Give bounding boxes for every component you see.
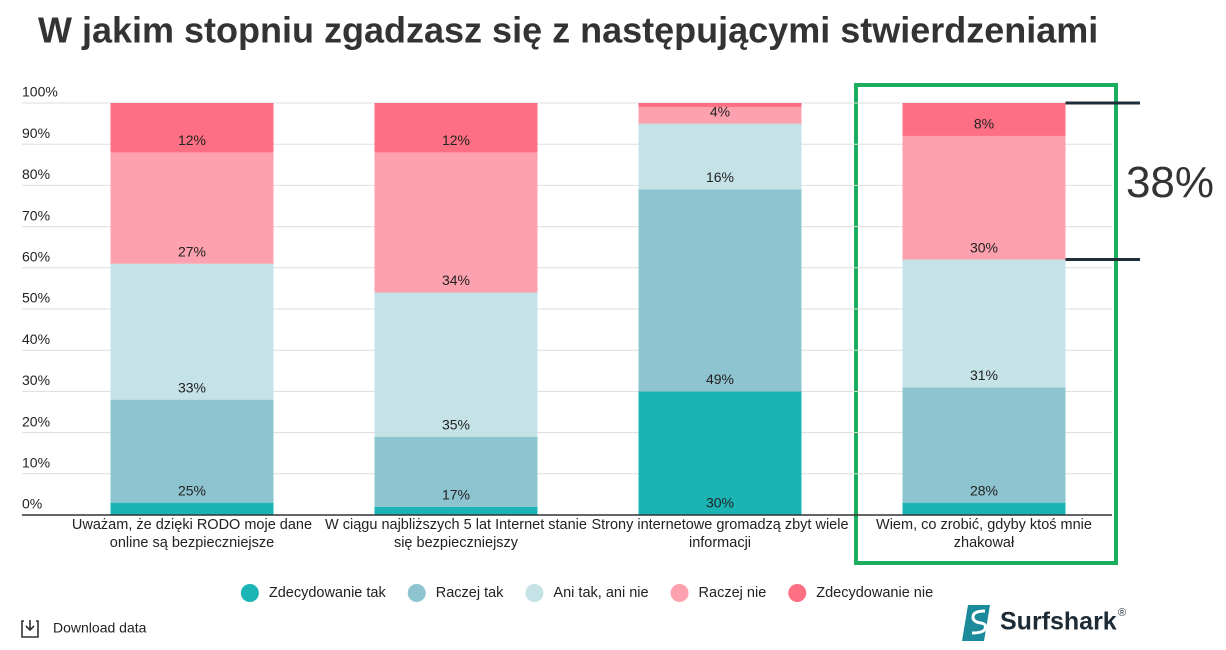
value-label: 30% [706,495,734,511]
y-tick-label: 0% [22,496,42,512]
value-label: 17% [442,486,470,502]
annotation: 38% [1126,158,1214,207]
legend-marker [240,584,259,602]
value-label: 8% [974,116,994,132]
value-label: 12% [178,132,206,148]
bar-segment [638,103,802,108]
y-tick-label: 30% [22,372,50,388]
x-tick-label: Uważam, że dzięki RODO moje dane online … [71,517,313,551]
legend-marker [788,584,807,602]
y-tick-label: 40% [22,331,50,347]
chart-title: W jakim stopniu zgadzasz się z następują… [38,10,1098,51]
legend-marker [525,584,544,602]
x-tick-label: Strony internetowe gromadzą zbyt wiele i… [591,517,849,551]
brand-logo [962,605,990,641]
value-label: 4% [710,103,730,119]
bar-segment [638,107,802,124]
value-label: 30% [970,239,998,255]
bar-segment [902,103,1066,136]
legend-label: Zdecydowanie nie [816,585,933,601]
bar-segment [638,391,802,515]
legend-marker [407,584,426,602]
bar-segment [374,436,538,507]
legend-label: Raczej nie [699,585,767,601]
bar-segment [638,123,802,190]
value-label: 34% [442,272,470,288]
legend-marker [670,584,689,602]
value-label: 49% [706,371,734,387]
x-tick-label: Wiem, co zrobić, gdyby ktoś mnie zhakowa… [876,517,1092,551]
value-label: 35% [442,416,470,432]
bar-segment [902,259,1066,388]
download-link[interactable]: Download data [53,620,147,636]
y-tick-label: 80% [22,166,50,182]
bar-segment [902,502,1066,515]
bar-segment [110,152,274,264]
bar-segment [902,135,1066,260]
bar-segment [110,399,274,503]
download-icon[interactable] [21,620,39,638]
y-tick-label: 50% [22,290,50,306]
bar-segment [374,103,538,153]
x-tick-label: W ciągu najbliższych 5 lat Internet stan… [325,517,587,551]
value-label: 31% [970,367,998,383]
bar-segment [374,152,538,293]
y-tick-label: 20% [22,413,50,429]
bar-segment [110,263,274,400]
value-label: 25% [178,482,206,498]
y-tick-label: 60% [22,249,50,265]
bar-segment [110,103,274,153]
brand-mark: ® [1118,607,1126,619]
bar-segment [638,189,802,392]
brand-name: Surfshark [1000,608,1117,636]
highlight-box [854,83,1118,565]
value-label: 28% [970,482,998,498]
bar-segment [110,502,274,515]
legend-label: Zdecydowanie tak [269,585,387,601]
y-tick-label: 90% [22,125,50,141]
value-label: 12% [442,132,470,148]
value-label: 27% [178,243,206,259]
value-label: 16% [706,169,734,185]
bar-segment [374,506,538,515]
legend: Zdecydowanie tak Raczej tak Ani tak, ani n… [240,584,933,602]
bar-segment [902,387,1066,503]
y-tick-label: 10% [22,455,50,471]
legend-label: Ani tak, ani nie [553,585,648,601]
y-tick-label: 70% [22,207,50,223]
y-tick-label: 100% [22,84,58,100]
legend-label: Raczej tak [436,585,504,601]
bar-segment [374,292,538,437]
value-label: 33% [178,379,206,395]
